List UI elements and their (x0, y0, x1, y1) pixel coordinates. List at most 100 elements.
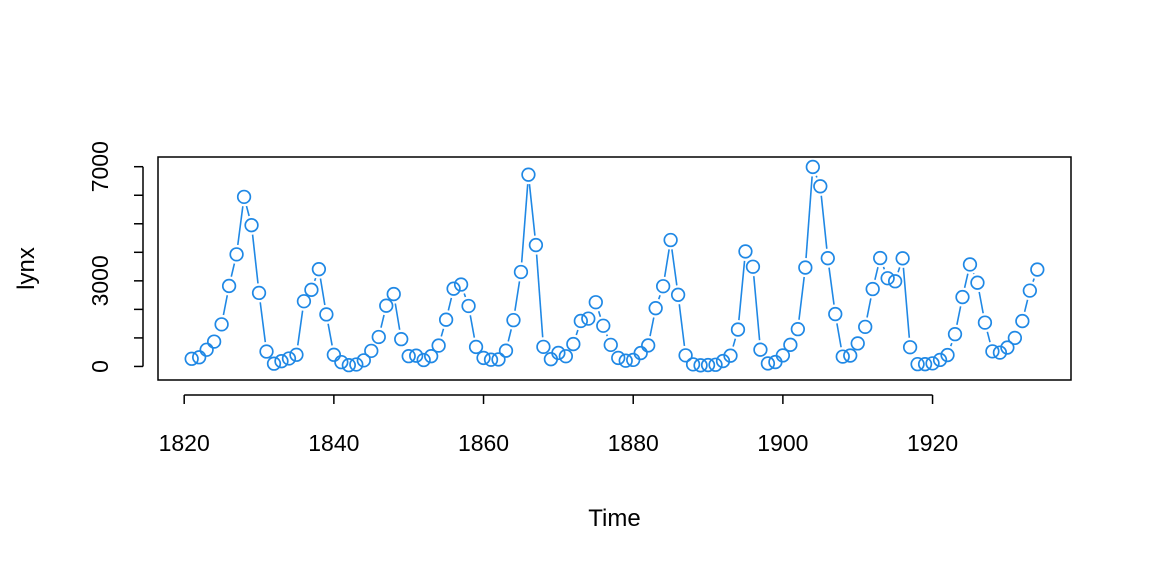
data-point (618, 353, 633, 368)
data-point (521, 167, 536, 182)
data-point (424, 349, 439, 364)
x-tick-label: 1880 (608, 430, 659, 456)
data-point (394, 331, 409, 347)
data-point (873, 250, 888, 266)
data-point (596, 318, 611, 333)
data-point (850, 336, 865, 351)
data-point (371, 329, 386, 345)
data-point (880, 271, 895, 286)
data-point (311, 262, 327, 277)
series-segment (520, 184, 529, 263)
data-point (1007, 330, 1023, 346)
data-point (206, 334, 222, 349)
series-segment (671, 249, 678, 286)
data-point (184, 351, 199, 366)
x-axis: 1820 1840 1860 1880 1900 1920 (159, 394, 958, 456)
data-point (528, 237, 544, 253)
data-point (790, 322, 805, 337)
data-point (199, 342, 214, 357)
data-point (558, 349, 574, 364)
data-point (438, 312, 454, 327)
data-point (738, 244, 753, 259)
data-point (236, 189, 252, 205)
x-tick-label: 1900 (757, 430, 808, 456)
series-segment (575, 329, 579, 336)
x-tick-label: 1920 (907, 430, 958, 456)
data-point (1000, 340, 1015, 355)
series-segment (798, 276, 805, 320)
data-point (214, 317, 229, 332)
series-segment (597, 311, 602, 317)
data-point (977, 315, 993, 330)
data-point (1015, 313, 1030, 329)
data-point (1022, 283, 1037, 298)
data-point (468, 339, 484, 355)
data-point (955, 289, 970, 305)
data-point (887, 274, 903, 289)
data-point (349, 357, 364, 372)
data-point (992, 345, 1008, 360)
y-axis-title: lynx (13, 247, 40, 290)
series-segment (251, 234, 259, 284)
data-point (498, 343, 514, 358)
data-point (551, 345, 566, 361)
data-point (491, 352, 506, 367)
data-point (917, 357, 933, 372)
data-point (798, 260, 813, 275)
series-points (184, 159, 1045, 373)
series-segment (902, 267, 911, 338)
data-point (962, 257, 978, 272)
series-segment (732, 338, 737, 347)
series-segment (986, 331, 991, 343)
data-point (581, 311, 596, 326)
data-point (356, 353, 371, 368)
series-segment (259, 302, 267, 343)
data-point (304, 282, 319, 297)
data-point (700, 357, 716, 373)
data-point (476, 350, 491, 366)
series-segment (327, 323, 333, 346)
data-point (416, 352, 431, 368)
data-point (820, 251, 835, 266)
y-tick-label: 7000 (87, 141, 113, 192)
data-point (281, 351, 297, 366)
data-point (902, 340, 918, 355)
data-point (745, 259, 761, 274)
data-point (932, 352, 948, 368)
data-point (663, 232, 678, 248)
series-segment (963, 273, 969, 288)
data-point (431, 338, 446, 353)
data-point (536, 339, 551, 354)
series-segment (222, 295, 229, 316)
series-segment (820, 195, 828, 249)
x-axis-title: Time (588, 505, 640, 532)
plot-frame (157, 156, 1072, 381)
series-segment (836, 323, 842, 348)
series-segment (956, 306, 962, 325)
data-point (670, 287, 686, 302)
data-point (221, 278, 237, 294)
y-axis: 0 3000 7000 (87, 141, 144, 373)
series-segment (978, 291, 984, 314)
data-point (483, 352, 499, 367)
data-point (364, 343, 379, 359)
series-segment (949, 342, 953, 347)
x-tick-label: 1820 (159, 430, 210, 456)
data-point (895, 251, 910, 266)
data-point (611, 350, 626, 366)
series-segment (380, 314, 385, 328)
x-tick-label: 1860 (458, 430, 509, 456)
series-segment (447, 297, 453, 311)
data-point (685, 357, 701, 372)
series-segment (535, 254, 544, 338)
data-point (296, 294, 312, 309)
data-point (588, 295, 603, 310)
data-point (775, 348, 791, 363)
data-point (947, 326, 963, 342)
data-point (633, 345, 648, 361)
series-segment (319, 278, 326, 306)
data-point (835, 349, 850, 364)
data-point (289, 347, 304, 362)
series-segment (649, 317, 655, 337)
